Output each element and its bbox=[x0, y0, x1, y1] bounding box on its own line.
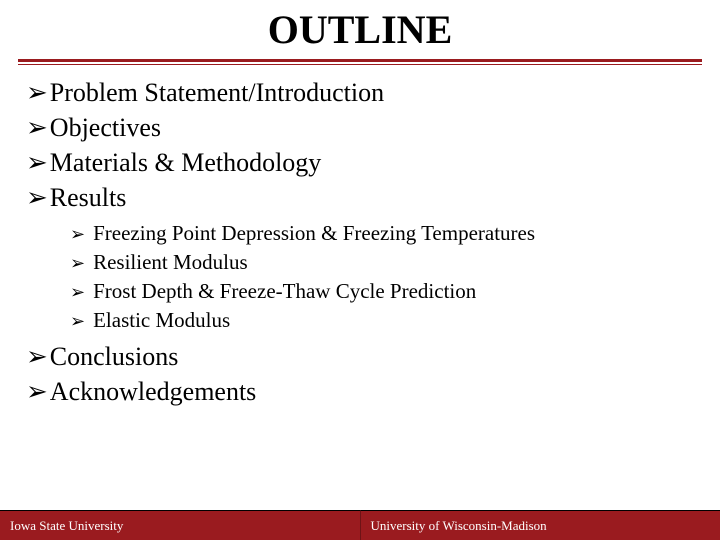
outline-subitem: ➢ Frost Depth & Freeze-Thaw Cycle Predic… bbox=[70, 277, 694, 306]
bullet-arrow-icon: ➢ bbox=[26, 110, 48, 145]
bullet-arrow-icon: ➢ bbox=[26, 75, 48, 110]
outline-item: ➢ Objectives bbox=[26, 110, 694, 145]
outline-item: ➢ Materials & Methodology bbox=[26, 145, 694, 180]
title-rule-thick bbox=[18, 59, 702, 62]
bullet-arrow-icon: ➢ bbox=[70, 309, 85, 334]
bullet-arrow-icon: ➢ bbox=[26, 145, 48, 180]
outline-subitem-label: Elastic Modulus bbox=[93, 306, 230, 335]
outline-subitem-label: Resilient Modulus bbox=[93, 248, 248, 277]
footer-left: Iowa State University bbox=[0, 510, 361, 540]
bullet-arrow-icon: ➢ bbox=[26, 374, 48, 409]
outline-item-label: Problem Statement/Introduction bbox=[50, 75, 384, 110]
outline-item: ➢ Acknowledgements bbox=[26, 374, 694, 409]
outline-item-label: Objectives bbox=[50, 110, 161, 145]
footer-right: University of Wisconsin-Madison bbox=[361, 510, 720, 540]
outline-subitem-label: Frost Depth & Freeze-Thaw Cycle Predicti… bbox=[93, 277, 476, 306]
outline-subitem: ➢ Elastic Modulus bbox=[70, 306, 694, 335]
outline-subitem: ➢ Freezing Point Depression & Freezing T… bbox=[70, 219, 694, 248]
footer-right-text: University of Wisconsin-Madison bbox=[371, 518, 547, 534]
bullet-arrow-icon: ➢ bbox=[70, 222, 85, 247]
footer-left-text: Iowa State University bbox=[10, 518, 123, 534]
slide-title: OUTLINE bbox=[0, 0, 720, 59]
outline-item-label: Conclusions bbox=[50, 339, 179, 374]
outline-item-label: Results bbox=[50, 180, 127, 215]
outline-item: ➢ Problem Statement/Introduction bbox=[26, 75, 694, 110]
outline-item: ➢ Conclusions bbox=[26, 339, 694, 374]
bullet-arrow-icon: ➢ bbox=[26, 180, 48, 215]
outline-content: ➢ Problem Statement/Introduction ➢ Objec… bbox=[0, 65, 720, 409]
bullet-arrow-icon: ➢ bbox=[70, 280, 85, 305]
bullet-arrow-icon: ➢ bbox=[26, 339, 48, 374]
outline-subitem: ➢ Resilient Modulus bbox=[70, 248, 694, 277]
slide-footer: Iowa State University University of Wisc… bbox=[0, 510, 720, 540]
bullet-arrow-icon: ➢ bbox=[70, 251, 85, 276]
outline-subitem-label: Freezing Point Depression & Freezing Tem… bbox=[93, 219, 535, 248]
outline-item: ➢ Results bbox=[26, 180, 694, 215]
outline-item-label: Acknowledgements bbox=[50, 374, 257, 409]
outline-item-label: Materials & Methodology bbox=[50, 145, 322, 180]
outline-sublist: ➢ Freezing Point Depression & Freezing T… bbox=[26, 215, 694, 339]
